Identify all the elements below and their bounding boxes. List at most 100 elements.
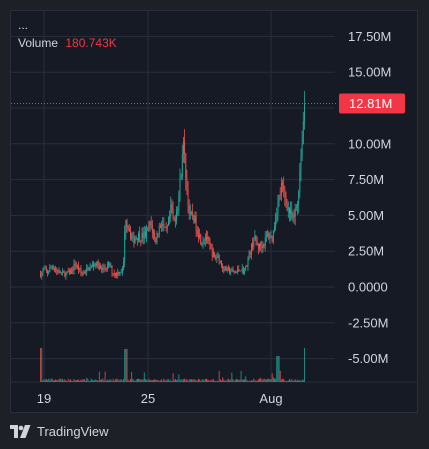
tradingview-branding[interactable]: TradingView	[10, 424, 109, 439]
candle-body	[188, 206, 190, 215]
volume-bar	[83, 379, 85, 382]
candle-body	[42, 270, 44, 273]
volume-bar	[239, 379, 241, 382]
volume-bar	[58, 378, 60, 382]
volume-bar	[78, 379, 80, 382]
candle-body	[168, 218, 169, 226]
candle-body	[80, 268, 82, 273]
volume-bar	[159, 380, 161, 382]
candle-body	[74, 263, 76, 266]
volume-bar	[95, 379, 97, 382]
candle-body	[141, 233, 143, 242]
y-tick-label: -2.50M	[348, 315, 388, 330]
symbol-title[interactable]: ...	[18, 18, 29, 32]
volume-bar	[139, 379, 141, 382]
candle-body	[151, 225, 153, 233]
candle-body	[282, 182, 284, 186]
candle-body	[289, 207, 290, 214]
candle-body	[58, 270, 60, 274]
volume-bar	[224, 380, 226, 382]
candle-body	[88, 267, 90, 271]
candle-body	[272, 230, 274, 242]
candle-body	[180, 176, 182, 180]
candle-body	[291, 209, 293, 218]
volume-bar	[275, 378, 277, 382]
candle-body	[43, 268, 45, 271]
candle-body	[62, 271, 63, 273]
y-tick-label: 5.00M	[348, 208, 384, 223]
current-price-text: 12.81M	[349, 96, 392, 111]
volume-bar	[123, 378, 125, 382]
candle-body	[72, 269, 74, 271]
volume-bar	[280, 379, 282, 382]
candle-body	[120, 272, 122, 274]
candle-body	[212, 252, 214, 258]
candle-body	[108, 263, 110, 265]
candle-body	[261, 246, 263, 249]
volume-bar	[42, 380, 44, 382]
candle-body	[52, 266, 54, 270]
candle-body	[79, 268, 81, 270]
volume-bar	[155, 379, 157, 382]
volume-bar	[245, 376, 247, 382]
volume-bar	[248, 380, 250, 382]
volume-bar	[256, 380, 258, 382]
candle-body	[300, 155, 302, 172]
candle-body	[59, 270, 61, 274]
volume-bar	[148, 378, 150, 382]
volume-bar	[109, 379, 111, 382]
volume-bar	[271, 373, 273, 382]
candle-body	[117, 271, 119, 276]
tradingview-logo-icon	[10, 425, 31, 438]
volume-bar	[125, 349, 127, 382]
volume-bar	[172, 373, 174, 382]
candle-body	[184, 141, 186, 154]
volume-bar	[63, 380, 65, 382]
y-tick-label: 7.50M	[348, 172, 384, 187]
volume-bar	[165, 380, 167, 382]
candle-body	[193, 216, 195, 223]
volume-bar	[40, 348, 42, 382]
volume-bar	[157, 380, 159, 382]
volume-bar	[59, 378, 61, 382]
volume-bar	[197, 378, 199, 382]
volume-bar	[135, 379, 137, 382]
candle-body	[229, 268, 231, 273]
y-tick-label: 17.50M	[348, 29, 391, 44]
candle-body	[103, 267, 105, 269]
candle-body	[67, 271, 69, 273]
candle-body	[55, 269, 57, 271]
chart-panel[interactable]	[10, 10, 418, 413]
candle-body	[109, 263, 111, 267]
candle-body	[257, 243, 259, 249]
volume-bar	[230, 379, 232, 382]
volume-bar	[185, 379, 187, 382]
volume-bar	[62, 378, 63, 382]
candle-body	[177, 209, 179, 213]
volume-bar	[161, 379, 163, 382]
candle-body	[63, 271, 65, 273]
candle-body	[179, 179, 181, 195]
candle-body	[262, 244, 264, 249]
candles	[40, 90, 305, 280]
volume-bar	[47, 380, 48, 382]
volume-bar	[204, 378, 206, 382]
volume-bar	[181, 380, 183, 382]
candle-body	[166, 225, 168, 228]
volume-bar	[234, 379, 236, 382]
candle-body	[200, 234, 202, 245]
volume-bar	[200, 380, 202, 382]
candle-body	[87, 267, 89, 269]
candle-body	[172, 209, 174, 218]
volume-bar	[257, 379, 259, 382]
candle-body	[82, 272, 84, 275]
volume-bar	[158, 380, 160, 382]
volume-bar	[267, 378, 269, 382]
candle-body	[77, 265, 78, 267]
volume-bar	[101, 379, 103, 382]
candle-body	[231, 269, 233, 272]
candle-body	[189, 212, 191, 215]
candle-body	[207, 237, 209, 240]
candle-body	[45, 268, 47, 271]
